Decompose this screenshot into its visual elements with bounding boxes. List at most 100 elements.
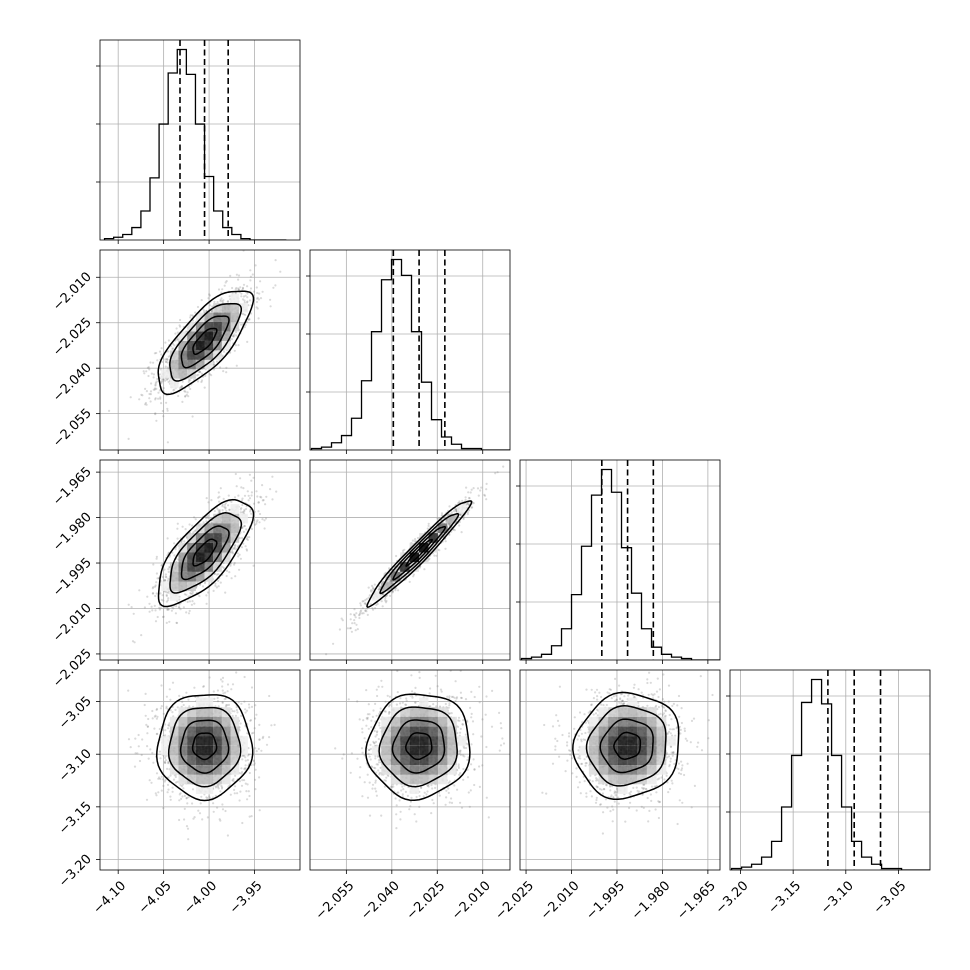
scatter-point xyxy=(243,524,246,528)
density-cell xyxy=(239,513,248,524)
scatter-point xyxy=(246,340,249,343)
scatter-point xyxy=(246,538,249,542)
density-cell xyxy=(178,350,188,360)
scatter-point xyxy=(274,259,277,262)
density-cell xyxy=(178,340,188,351)
scatter-point xyxy=(229,351,232,354)
scatter-point xyxy=(241,771,244,774)
scatter-point xyxy=(166,409,169,412)
scatter-point xyxy=(233,561,236,565)
scatter-point xyxy=(255,520,258,523)
scatter-point xyxy=(222,692,225,695)
scatter-point xyxy=(158,608,161,611)
scatter-point xyxy=(108,409,111,412)
scatter-point xyxy=(247,790,250,793)
scatter-point xyxy=(365,597,368,601)
scatter-point xyxy=(206,797,209,800)
scatter-point xyxy=(176,522,179,525)
scatter-point xyxy=(248,299,252,302)
scatter-point xyxy=(257,317,260,320)
scatter-point xyxy=(180,540,183,544)
density-cell xyxy=(381,581,391,592)
density-cell xyxy=(213,322,222,332)
scatter-point xyxy=(167,366,170,369)
scatter-point xyxy=(494,472,497,475)
scatter-point xyxy=(169,798,172,801)
density-cell xyxy=(187,340,196,351)
y-tick-label: −2.040 xyxy=(50,360,95,405)
scatter-point xyxy=(206,816,209,819)
scatter-point xyxy=(440,512,444,515)
scatter-point xyxy=(239,557,242,560)
panel-2-2 xyxy=(516,459,721,664)
scatter-point xyxy=(234,575,237,578)
scatter-point xyxy=(159,592,162,595)
scatter-point xyxy=(165,360,168,364)
scatter-point xyxy=(231,334,235,338)
scatter-point xyxy=(468,496,471,500)
scatter-point xyxy=(249,508,252,511)
scatter-point xyxy=(472,502,475,505)
scatter-point xyxy=(165,576,168,579)
scatter-point xyxy=(353,622,356,625)
scatter-point xyxy=(234,472,237,476)
scatter-point xyxy=(207,297,210,300)
scatter-point xyxy=(229,274,232,277)
scatter-point xyxy=(271,498,274,501)
scatter-point xyxy=(198,370,202,373)
scatter-point xyxy=(239,477,242,480)
scatter-point xyxy=(213,509,216,513)
scatter-point xyxy=(458,524,461,527)
density-cell xyxy=(195,312,205,322)
scatter-point xyxy=(411,539,414,542)
scatter-point xyxy=(176,706,179,709)
scatter-point xyxy=(272,286,275,289)
scatter-point xyxy=(246,292,249,295)
scatter-point xyxy=(373,583,376,586)
scatter-point xyxy=(160,380,163,383)
scatter-point xyxy=(263,527,266,530)
scatter-point xyxy=(141,738,144,741)
scatter-point xyxy=(187,395,190,398)
scatter-point xyxy=(235,286,238,290)
density-cell xyxy=(187,350,196,360)
scatter-point xyxy=(477,494,480,497)
scatter-point xyxy=(261,737,264,740)
y-tick-label: −1.980 xyxy=(50,510,95,555)
density-cell xyxy=(230,293,240,304)
scatter-point xyxy=(250,491,253,494)
scatter-point xyxy=(178,606,181,609)
scatter-point xyxy=(258,512,262,516)
scatter-point xyxy=(166,608,170,611)
scatter-point xyxy=(453,529,456,532)
density-cell xyxy=(169,591,179,601)
density-cell xyxy=(187,331,196,341)
scatter-point xyxy=(241,779,244,782)
scatter-point xyxy=(243,767,246,770)
scatter-point xyxy=(240,507,243,510)
scatter-point xyxy=(217,573,220,576)
scatter-point xyxy=(248,473,251,476)
scatter-point xyxy=(388,567,391,570)
scatter-point xyxy=(222,561,225,565)
scatter-point xyxy=(257,501,260,504)
contour-line xyxy=(180,315,230,369)
contour-line xyxy=(157,290,255,396)
scatter-point xyxy=(223,698,226,701)
scatter-point xyxy=(251,273,254,276)
scatter-point xyxy=(138,589,141,592)
scatter-point xyxy=(210,310,213,313)
scatter-point xyxy=(166,407,169,410)
density-cell xyxy=(187,552,196,563)
y-tick-label: −2.055 xyxy=(50,406,95,451)
scatter-point xyxy=(221,689,224,692)
scatter-point xyxy=(225,569,229,573)
scatter-point xyxy=(237,555,240,558)
scatter-point xyxy=(470,506,473,509)
density-cell xyxy=(178,369,188,379)
density-cell xyxy=(169,378,179,389)
scatter-point xyxy=(224,809,227,813)
scatter-point xyxy=(152,586,155,589)
scatter-point xyxy=(241,286,245,289)
scatter-point xyxy=(258,521,261,524)
